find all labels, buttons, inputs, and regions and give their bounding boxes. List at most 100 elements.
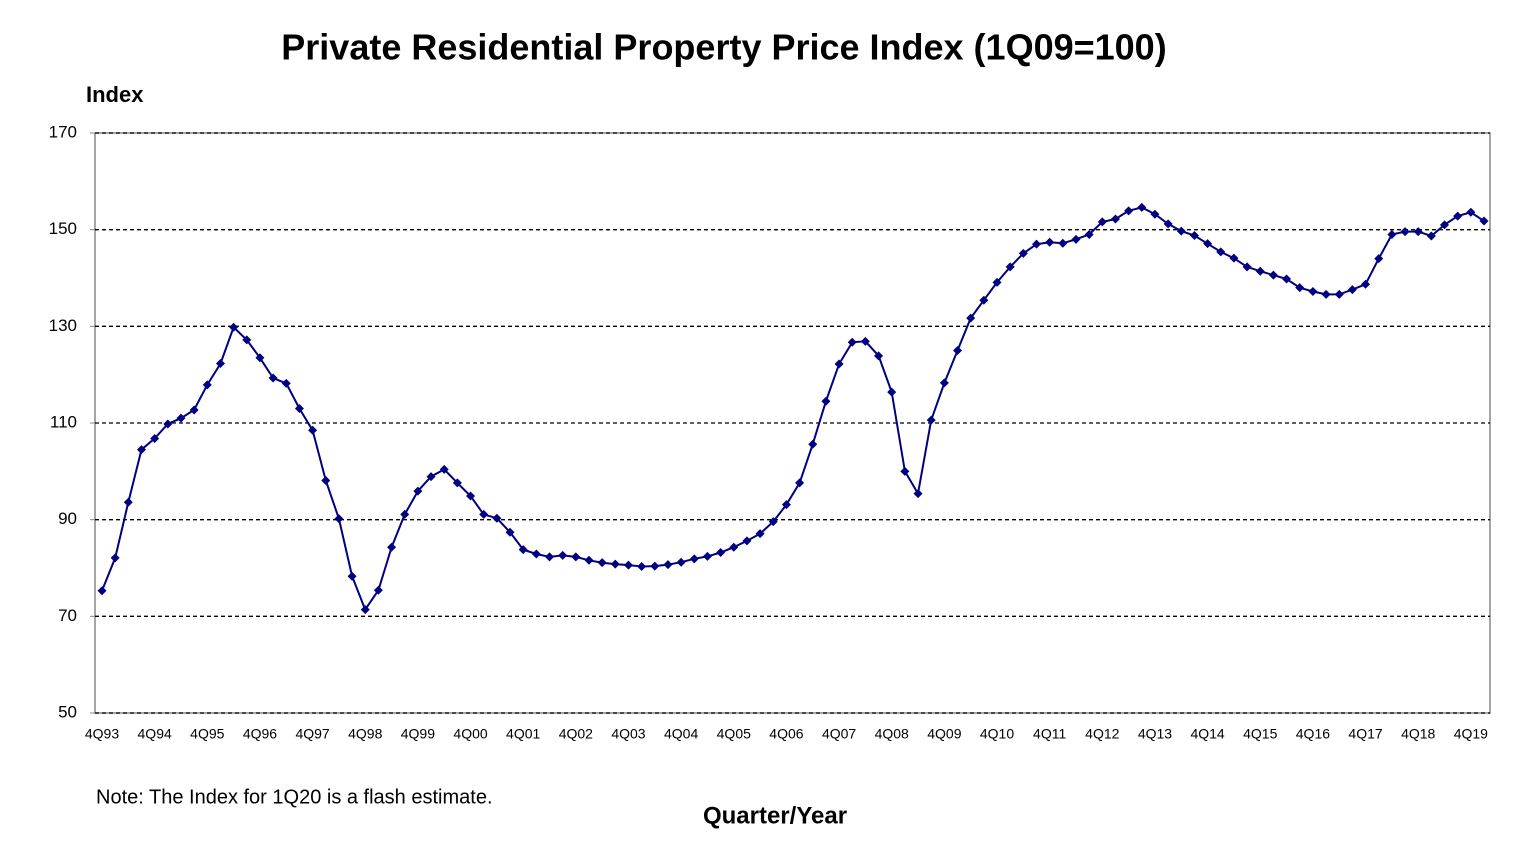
data-point: [176, 413, 186, 423]
data-point: [466, 491, 476, 501]
data-point: [1374, 254, 1384, 264]
data-point: [123, 497, 133, 507]
x-axis-title: Quarter/Year: [703, 802, 847, 829]
data-point: [1045, 237, 1055, 247]
data-point: [1268, 270, 1278, 280]
data-point: [1124, 206, 1134, 216]
x-tick-label: 4Q00: [453, 726, 487, 742]
x-tick-label: 4Q16: [1296, 726, 1330, 742]
data-point: [768, 517, 778, 527]
data-point: [426, 472, 436, 482]
data-point: [1466, 207, 1476, 217]
data-point: [623, 560, 633, 570]
data-point: [1031, 239, 1041, 249]
data-point: [400, 509, 410, 519]
data-point: [518, 545, 528, 555]
data-point: [1097, 217, 1107, 227]
data-point: [571, 552, 581, 562]
data-point: [913, 489, 923, 499]
data-point: [294, 404, 304, 413]
data-point: [1150, 209, 1160, 219]
x-tick-label: 4Q95: [190, 726, 224, 742]
data-point: [163, 419, 173, 429]
data-point: [229, 322, 239, 332]
x-tick-label: 4Q02: [559, 726, 593, 742]
series-line: [101, 206, 1485, 612]
data-point: [874, 351, 884, 361]
x-tick-label: 4Q09: [927, 726, 961, 742]
x-tick-label: 4Q96: [243, 726, 277, 742]
data-point: [413, 486, 423, 496]
data-point: [1387, 230, 1397, 239]
x-tick-label: 4Q99: [401, 726, 435, 742]
data-point: [808, 439, 818, 449]
data-point: [1440, 220, 1450, 230]
data-point: [492, 513, 502, 523]
data-point: [979, 295, 989, 305]
data-point: [1321, 289, 1331, 299]
data-point: [189, 405, 199, 415]
data-point: [1137, 202, 1147, 212]
data-point: [1282, 274, 1292, 284]
data-point: [1203, 239, 1213, 249]
y-tick-label: 90: [58, 509, 77, 528]
data-point: [847, 337, 857, 347]
data-point: [781, 500, 791, 510]
y-tick-label: 170: [49, 122, 77, 141]
x-tick-label: 4Q18: [1401, 726, 1435, 742]
data-point: [505, 527, 515, 537]
data-point: [97, 586, 107, 596]
data-point: [663, 560, 673, 570]
y-axis-title: Index: [86, 82, 144, 107]
data-point: [689, 554, 699, 564]
data-point: [992, 277, 1002, 287]
data-point: [1308, 287, 1318, 297]
x-tick-label: 4Q05: [717, 726, 751, 742]
data-point: [966, 313, 976, 323]
x-tick-label: 4Q11: [1033, 726, 1066, 742]
x-tick-label: 4Q07: [822, 726, 856, 742]
data-point: [1018, 248, 1028, 258]
x-tick-label: 4Q19: [1454, 726, 1488, 742]
data-point: [558, 550, 568, 560]
data-point: [281, 378, 291, 388]
data-point: [1334, 289, 1344, 299]
data-point: [1453, 211, 1463, 221]
x-tick-label: 4Q03: [611, 726, 645, 742]
x-tick-label: 4Q97: [295, 726, 329, 742]
data-point: [637, 562, 647, 572]
data-point: [1189, 230, 1199, 240]
data-point: [887, 387, 897, 397]
data-point: [1242, 262, 1252, 272]
data-point: [755, 529, 765, 539]
x-tick-label: 4Q12: [1085, 726, 1119, 742]
x-tick-label: 4Q94: [138, 726, 172, 742]
data-point: [795, 478, 805, 488]
data-point: [334, 514, 344, 524]
data-point: [531, 549, 541, 559]
x-tick-label: 4Q04: [664, 726, 698, 742]
data-point: [821, 396, 831, 406]
data-point: [1084, 230, 1094, 239]
data-point: [308, 425, 318, 435]
chart-title: Private Residential Property Price Index…: [281, 27, 1166, 68]
data-point: [610, 559, 620, 569]
data-point: [479, 509, 489, 519]
y-tick-label: 150: [49, 219, 77, 238]
data-point: [1163, 219, 1173, 229]
data-point: [926, 415, 936, 425]
x-tick-label: 4Q15: [1243, 726, 1277, 742]
data-point: [136, 445, 146, 455]
data-point: [1426, 231, 1436, 241]
data-point: [150, 433, 160, 443]
data-point: [452, 478, 462, 488]
data-point: [321, 476, 331, 486]
data-point: [1058, 238, 1068, 248]
data-point: [650, 561, 660, 571]
data-point: [439, 464, 449, 474]
data-point: [268, 373, 278, 383]
note: Note: The Index for 1Q20 is a flash esti…: [96, 786, 493, 808]
data-point: [242, 335, 252, 345]
data-point: [1400, 227, 1410, 237]
